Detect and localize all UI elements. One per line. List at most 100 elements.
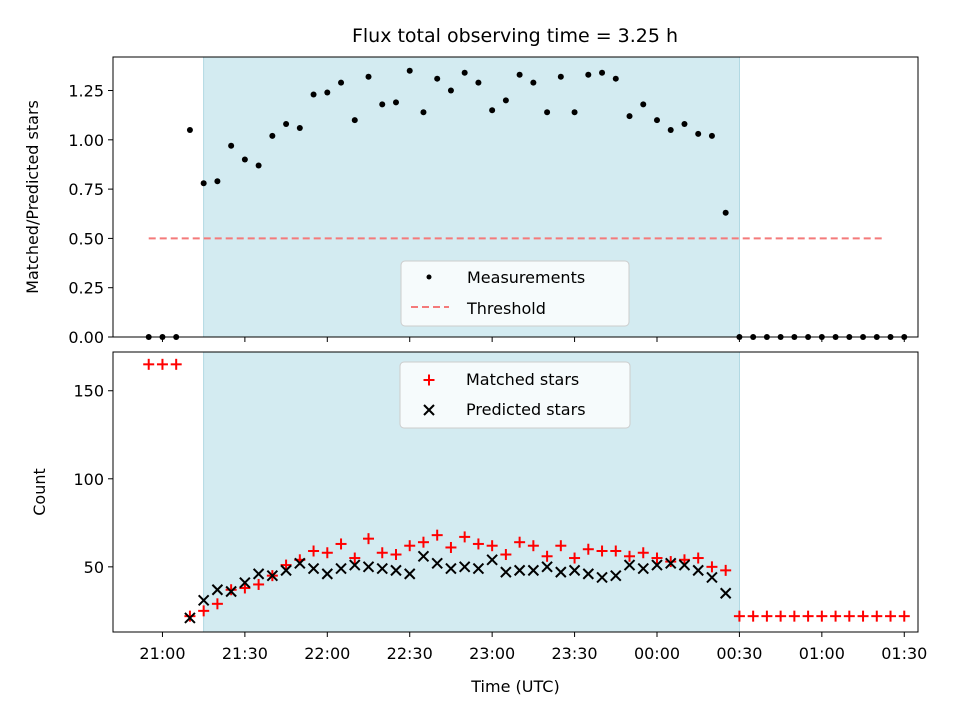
bottom-y-axis-label: Count: [30, 468, 49, 516]
matched-star-point: [472, 538, 484, 550]
matched-star-point: [376, 547, 388, 559]
predicted-star-point: [321, 568, 334, 580]
measurement-point: [365, 73, 372, 80]
matched-star-point: [239, 582, 251, 594]
legend-predicted-marker: [423, 404, 435, 416]
legend-x-glyph: [423, 404, 435, 416]
measurement-point: [516, 71, 523, 78]
measurement-point: [228, 142, 235, 149]
matched-star-point: [816, 610, 828, 622]
x-tick-label: 23:30: [552, 644, 598, 663]
measurement-point: [200, 180, 207, 187]
predicted-star-point: [719, 587, 732, 599]
predicted-star-point: [678, 559, 691, 571]
matched-star-point: [486, 540, 498, 552]
legend-plus-glyph: [423, 374, 435, 386]
predicted-star-point: [568, 564, 581, 577]
chart-title: Flux total observing time = 3.25 h: [352, 25, 678, 47]
predicted-star-point: [184, 612, 196, 624]
matched-star-point: [156, 358, 168, 370]
legend-matched-marker: [423, 374, 435, 386]
predicted-star-point: [197, 594, 210, 607]
x-tick-label: 21:30: [222, 644, 268, 663]
predicted-star-point: [665, 557, 677, 570]
measurement-point: [544, 109, 551, 116]
matched-star-point: [459, 531, 471, 543]
top-legend: Measurements Threshold: [400, 260, 630, 327]
matched-star-point: [651, 552, 663, 564]
predicted-star-point: [390, 564, 402, 577]
measurement-point: [640, 101, 647, 108]
predicted-star-point: [294, 557, 306, 570]
measurement-point: [461, 69, 468, 76]
measurement-point: [214, 178, 221, 185]
y-tick-label: 50: [84, 558, 104, 577]
measurement-point: [557, 73, 564, 80]
matched-star-point: [871, 610, 883, 622]
predicted-star-point: [706, 571, 718, 584]
matched-star-point: [253, 578, 265, 590]
measurement-point: [653, 117, 660, 124]
matched-star-point: [390, 549, 402, 561]
predicted-star-point: [225, 585, 237, 598]
matched-stars-points: [143, 358, 910, 622]
measurement-point: [406, 67, 413, 74]
y-tick-label: 0.50: [68, 229, 104, 248]
measurement-point: [722, 209, 729, 216]
matched-star-point: [170, 358, 182, 370]
measurement-point: [530, 79, 537, 86]
bottom-axes-frame: [112, 351, 919, 633]
predicted-star-point: [431, 557, 443, 570]
top-y-ticks: 0.00 0.25 0.50 0.75 1.00 1.25: [68, 82, 113, 347]
matched-star-point: [225, 584, 237, 596]
measurement-point: [667, 126, 674, 133]
x-tick-label: 21:00: [139, 644, 185, 663]
y-tick-label: 100: [73, 470, 104, 489]
matched-star-point: [308, 545, 320, 557]
matched-star-point: [788, 610, 800, 622]
legend-predicted-label: Predicted stars: [466, 400, 586, 419]
matched-star-point: [761, 610, 773, 622]
measurement-point: [695, 130, 702, 137]
measurement-point: [269, 132, 276, 139]
predicted-star-point: [486, 554, 498, 566]
measurement-point: [379, 101, 386, 108]
measurement-point: [502, 97, 509, 104]
top-legend-box: [400, 260, 630, 327]
y-tick-label: 1.00: [68, 131, 104, 150]
predicted-star-point: [527, 564, 540, 577]
x-tick-label: 00:30: [716, 644, 762, 663]
measurement-point: [283, 121, 290, 128]
measurement-point: [681, 121, 688, 128]
top-axes-frame: [112, 56, 919, 338]
matched-star-point: [747, 610, 759, 622]
predicted-star-point: [362, 561, 375, 573]
matched-star-point: [198, 605, 210, 617]
x-tick-label: 22:00: [304, 644, 350, 663]
matched-star-point: [404, 540, 416, 552]
top-panel: 0.00 0.25 0.50 0.75 1.00 1.25 Matched/Predict…: [23, 56, 919, 347]
matched-star-point: [624, 550, 636, 562]
predicted-star-point: [692, 564, 704, 577]
y-tick-label: 1.25: [68, 82, 104, 101]
legend-measurements-label: Measurements: [467, 268, 585, 287]
measurement-points: [145, 67, 908, 340]
measurement-point: [255, 162, 262, 169]
bottom-panel: 50 100 150 21:00 21:30 22:00 22:30 23:00 23:30 0…: [30, 351, 927, 696]
predicted-star-point: [651, 559, 663, 571]
predicted-star-point: [458, 561, 471, 573]
matched-star-point: [610, 545, 622, 557]
predicted-star-point: [623, 559, 636, 571]
matched-star-point: [637, 547, 649, 559]
matched-star-point: [582, 543, 594, 555]
x-tick-label: 01:30: [881, 644, 927, 663]
predicted-star-point: [404, 568, 416, 580]
predicted-star-point: [541, 561, 553, 573]
measurement-point: [434, 75, 441, 82]
matched-star-point: [665, 556, 677, 568]
matched-star-point: [569, 552, 581, 564]
predicted-star-point: [211, 584, 224, 596]
bottom-x-ticks: 21:00 21:30 22:00 22:30 23:00 23:30 00:00 00:30…: [139, 632, 927, 663]
predicted-star-point: [610, 569, 622, 582]
